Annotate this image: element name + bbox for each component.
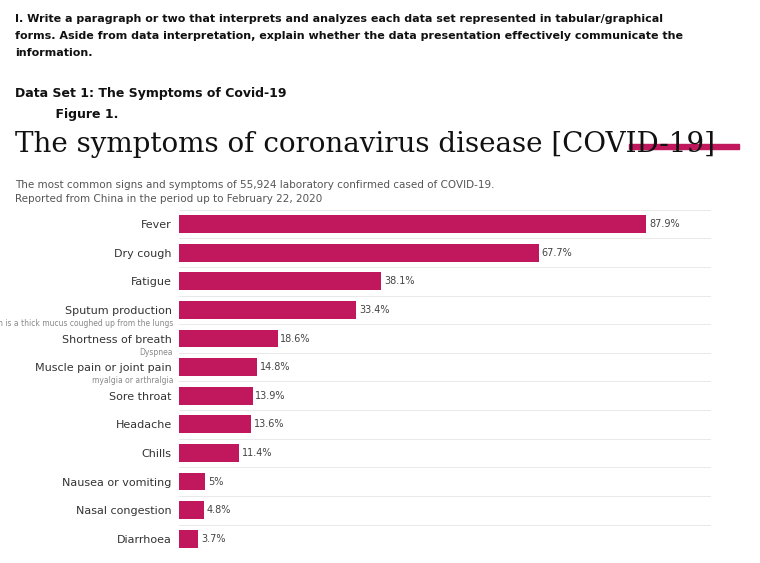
Bar (179, 501, 204, 519)
Text: 38.1%: 38.1% (384, 276, 414, 286)
Bar (179, 358, 258, 376)
Text: Data Set 1: The Symptoms of Covid-19: Data Set 1: The Symptoms of Covid-19 (15, 87, 287, 100)
Text: 13.6%: 13.6% (254, 419, 284, 430)
Text: in Data: in Data (660, 130, 708, 143)
Text: Reported from China in the period up to February 22, 2020: Reported from China in the period up to … (15, 194, 322, 204)
Bar (629, 144, 739, 149)
Bar (179, 530, 198, 548)
Text: 13.9%: 13.9% (255, 391, 286, 401)
Text: 33.4%: 33.4% (359, 305, 389, 315)
Bar (179, 330, 277, 347)
Bar (179, 272, 382, 290)
Text: 14.8%: 14.8% (260, 362, 290, 372)
Text: Sputum is a thick mucus coughed up from the lungs: Sputum is a thick mucus coughed up from … (0, 319, 173, 328)
Bar (179, 444, 239, 462)
Bar (179, 415, 251, 433)
Text: 11.4%: 11.4% (242, 448, 272, 458)
Text: I. Write a paragraph or two that interprets and analyzes each data set represent: I. Write a paragraph or two that interpr… (15, 14, 663, 24)
Text: 4.8%: 4.8% (207, 505, 231, 515)
Text: 5%: 5% (207, 477, 223, 486)
Text: information.: information. (15, 48, 93, 58)
Bar (179, 215, 646, 233)
Text: forms. Aside from data interpretation, explain whether the data presentation eff: forms. Aside from data interpretation, e… (15, 31, 683, 41)
Bar (179, 301, 356, 319)
Text: Our World: Our World (651, 111, 718, 124)
Text: 67.7%: 67.7% (541, 248, 572, 258)
Bar (179, 387, 252, 405)
Text: Dyspnea: Dyspnea (140, 348, 173, 357)
Text: 18.6%: 18.6% (280, 333, 311, 343)
Text: Figure 1.: Figure 1. (38, 108, 119, 121)
Text: The most common signs and symptoms of 55,924 laboratory confirmed cased of COVID: The most common signs and symptoms of 55… (15, 180, 495, 190)
Text: The symptoms of coronavirus disease [COVID-19]: The symptoms of coronavirus disease [COV… (15, 131, 715, 158)
Bar (179, 473, 205, 490)
Text: 87.9%: 87.9% (649, 219, 679, 229)
Text: 3.7%: 3.7% (201, 534, 226, 544)
Bar (179, 244, 539, 262)
Text: myalgia or arthralgia: myalgia or arthralgia (91, 376, 173, 385)
